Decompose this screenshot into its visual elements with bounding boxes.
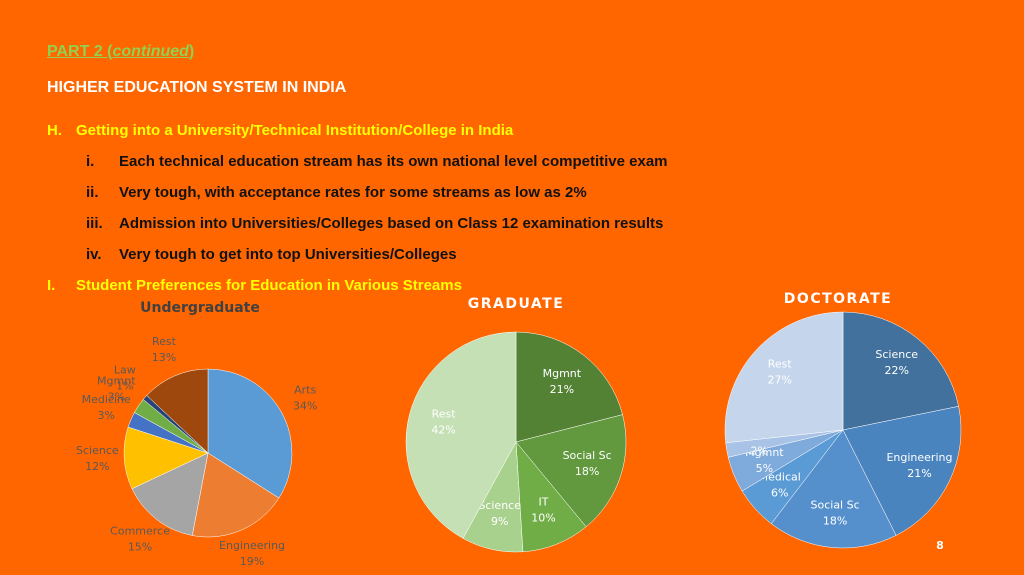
part-italic: continued — [112, 43, 189, 60]
slice-label: Mgmnt — [543, 367, 582, 380]
slice-value-label: 5% — [756, 462, 773, 475]
pie-slice — [842, 311, 959, 431]
page-number: 8 — [936, 539, 944, 552]
slice-value-label: 21% — [907, 467, 931, 480]
slice-label: Rest — [152, 335, 177, 348]
pie-slice — [123, 426, 209, 490]
pie-slice — [146, 368, 209, 454]
slice-label: Engineering — [886, 451, 952, 464]
slice-value-label: 3% — [108, 391, 125, 404]
slice-value-label: 3% — [98, 409, 115, 422]
pie-slice — [515, 331, 623, 443]
slice-value-label: 2% — [751, 444, 768, 457]
pie-slice — [515, 414, 627, 528]
slice-label: Social Sc — [811, 499, 860, 512]
part-prefix: PART 2 ( — [47, 43, 113, 60]
slice-value-label: 21% — [550, 383, 574, 396]
slice-value-label: 13% — [152, 351, 176, 364]
section-marker: H. — [47, 122, 62, 139]
slice-value-label: 9% — [491, 515, 508, 528]
slice-value-label: 34% — [293, 400, 317, 413]
slice-value-label: 27% — [768, 373, 792, 386]
pie-slice — [405, 331, 517, 539]
slice-label: Law — [114, 364, 136, 377]
item-marker: iii. — [86, 215, 103, 232]
slide-title: HIGHER EDUCATION SYSTEM IN INDIA — [47, 79, 347, 96]
pie-slice — [842, 406, 962, 536]
slice-label: Commerce — [110, 525, 170, 538]
section-marker: I. — [47, 277, 56, 294]
slice-value-label: 22% — [884, 364, 908, 377]
slice-value-label: 19% — [240, 555, 264, 568]
slice-label: IT — [539, 496, 549, 509]
slice-value-label: 18% — [823, 515, 847, 528]
part-suffix: ) — [188, 43, 195, 60]
item-text: Very tough, with acceptance rates for so… — [119, 184, 587, 201]
part-heading: PART 2 (continued) — [47, 43, 194, 61]
pie-slice — [770, 429, 897, 549]
chart-title: Undergraduate — [140, 300, 260, 316]
slice-value-label: 6% — [771, 487, 788, 500]
item-marker: ii. — [86, 184, 99, 201]
item-marker: iv. — [86, 246, 102, 263]
slice-label: Arts — [294, 384, 316, 397]
slice-label: Engineering — [219, 539, 285, 552]
item-text: Each technical education stream has its … — [119, 153, 668, 170]
slice-value-label: 10% — [531, 512, 555, 525]
slice-value-label: 18% — [575, 465, 599, 478]
pie-slice — [191, 452, 280, 538]
pie-slice — [207, 368, 293, 499]
section-text: Getting into a University/Technical Inst… — [76, 122, 514, 139]
pie-slice — [131, 452, 209, 536]
slice-label: Rest — [768, 357, 793, 370]
item-text: Very tough to get into top Universities/… — [119, 246, 457, 263]
slice-label: Social Sc — [563, 449, 612, 462]
item-marker: i. — [86, 153, 95, 170]
item-text: Admission into Universities/Colleges bas… — [119, 215, 664, 232]
slice-label: Science — [478, 499, 521, 512]
slice-label: Medicine — [82, 393, 131, 406]
chart-title: GRADUATE — [468, 296, 565, 312]
section-text: Student Preferences for Education in Var… — [76, 277, 462, 294]
slice-label: Rest — [432, 407, 457, 420]
slice-value-label: 42% — [431, 423, 455, 436]
slice-value-label: 1% — [116, 380, 133, 393]
slice-value-label: 15% — [128, 541, 152, 554]
slice-value-label: 12% — [85, 460, 109, 473]
slice-label: Science — [875, 348, 918, 361]
slice-label: Science — [76, 444, 119, 457]
pie-slice — [724, 311, 844, 444]
slice-label: Mgmnt — [97, 375, 136, 388]
chart-title: DOCTORATE — [784, 291, 892, 307]
